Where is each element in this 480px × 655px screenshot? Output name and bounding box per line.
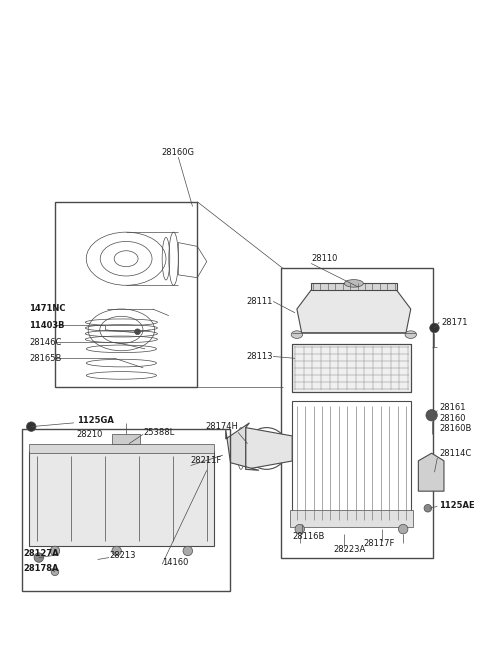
- Text: 25388L: 25388L: [143, 428, 174, 437]
- Ellipse shape: [291, 331, 302, 339]
- Bar: [292, 401, 411, 525]
- Circle shape: [398, 525, 408, 534]
- Text: 14160: 14160: [162, 558, 189, 567]
- Circle shape: [430, 323, 439, 333]
- Text: 28213: 28213: [109, 552, 135, 560]
- Circle shape: [295, 525, 304, 534]
- Polygon shape: [311, 284, 396, 290]
- Bar: [292, 344, 411, 392]
- Text: 1471NC: 1471NC: [29, 305, 66, 314]
- Text: 1125AE: 1125AE: [439, 501, 475, 510]
- Polygon shape: [419, 453, 444, 491]
- Bar: [281, 268, 432, 557]
- Text: 1125GA: 1125GA: [77, 415, 114, 424]
- Text: 28160: 28160: [439, 413, 466, 422]
- Text: 28223A: 28223A: [333, 546, 365, 555]
- Ellipse shape: [344, 280, 363, 287]
- Bar: [22, 430, 230, 591]
- Text: 28113: 28113: [247, 352, 273, 361]
- Text: 28211F: 28211F: [191, 457, 222, 465]
- Ellipse shape: [405, 331, 417, 339]
- Text: 28161: 28161: [439, 403, 466, 412]
- Circle shape: [50, 546, 60, 555]
- Text: 28174H: 28174H: [205, 422, 238, 431]
- Text: 28146C: 28146C: [29, 338, 62, 346]
- Text: 28117F: 28117F: [363, 539, 395, 548]
- Text: 28165B: 28165B: [29, 354, 62, 363]
- Text: 28114C: 28114C: [439, 449, 471, 458]
- Circle shape: [34, 553, 44, 563]
- Bar: [290, 510, 413, 527]
- Text: 28210: 28210: [77, 430, 103, 439]
- Text: 28127A: 28127A: [24, 550, 59, 558]
- Polygon shape: [297, 290, 411, 333]
- Polygon shape: [226, 423, 259, 470]
- Bar: [29, 443, 215, 453]
- Polygon shape: [246, 428, 292, 470]
- Circle shape: [51, 568, 59, 576]
- Text: 28111: 28111: [247, 297, 273, 306]
- Circle shape: [135, 329, 140, 335]
- Text: 28178A: 28178A: [24, 565, 59, 574]
- Bar: [29, 451, 215, 546]
- Text: 28110: 28110: [311, 254, 337, 263]
- Circle shape: [426, 409, 437, 421]
- Text: 28160G: 28160G: [162, 148, 195, 157]
- Circle shape: [26, 422, 36, 432]
- Text: 28171: 28171: [441, 318, 468, 327]
- Bar: [292, 344, 411, 392]
- Circle shape: [112, 546, 121, 555]
- Text: 28116B: 28116B: [292, 533, 324, 541]
- Text: 28160B: 28160B: [439, 424, 471, 433]
- Text: 11403B: 11403B: [29, 321, 65, 329]
- Polygon shape: [112, 434, 140, 443]
- Circle shape: [183, 546, 192, 555]
- Circle shape: [424, 504, 432, 512]
